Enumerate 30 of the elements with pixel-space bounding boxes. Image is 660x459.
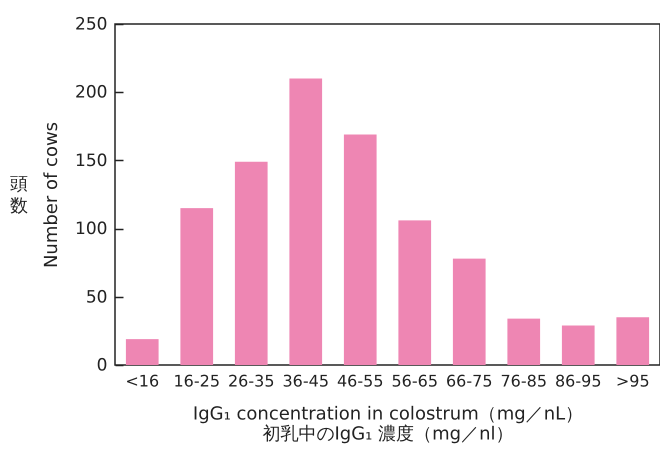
text: Number of cows: [41, 122, 62, 268]
bar: [452, 258, 486, 365]
x-tick-label: 86-95: [555, 372, 602, 390]
bar: [180, 208, 214, 365]
text: 初乳中のIgG₁ 濃度（mg／nl）: [262, 424, 514, 444]
bar: [126, 339, 159, 365]
x-tick-label: 46-55: [337, 372, 384, 390]
bar: [234, 162, 268, 365]
bar: [507, 318, 540, 365]
x-tick-label: 76-85: [500, 372, 547, 390]
x-tick-label: 36-45: [282, 372, 329, 390]
y-tick-label: 50: [86, 287, 108, 308]
bar: [344, 134, 377, 365]
text: IgG₁ concentration in colostrum（mg／nL）: [192, 404, 584, 424]
x-tick-label: <16: [125, 372, 160, 390]
y-tick-label: 200: [75, 82, 108, 103]
bar: [289, 78, 322, 365]
bar: [562, 325, 595, 365]
bar: [616, 317, 650, 365]
y-tick-label: 250: [75, 14, 108, 34]
x-tick-label: 16-25: [174, 372, 220, 390]
x-tick-label: 56-65: [392, 372, 438, 390]
text: 頭数: [10, 174, 28, 216]
y-tick-label: 0: [96, 356, 108, 376]
x-tick-label: >95: [616, 372, 650, 390]
y-tick-label: 100: [75, 219, 108, 240]
y-tick-label: 150: [75, 150, 108, 171]
bar: [398, 220, 432, 365]
x-tick-label: 26-35: [228, 372, 274, 390]
x-tick-label: 66-75: [446, 372, 492, 390]
